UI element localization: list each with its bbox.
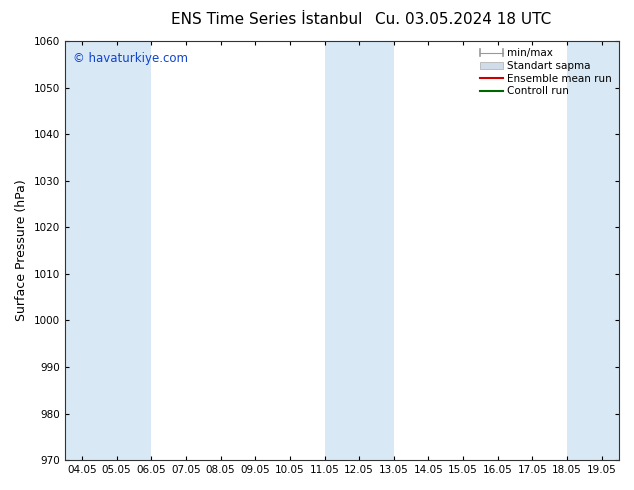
- Text: ENS Time Series İstanbul: ENS Time Series İstanbul: [171, 12, 362, 27]
- Bar: [325, 41, 394, 460]
- Text: © havaturkiye.com: © havaturkiye.com: [73, 51, 188, 65]
- Y-axis label: Surface Pressure (hPa): Surface Pressure (hPa): [15, 180, 28, 321]
- Text: Cu. 03.05.2024 18 UTC: Cu. 03.05.2024 18 UTC: [375, 12, 551, 27]
- Bar: [567, 41, 626, 460]
- Bar: [65, 41, 152, 460]
- Legend: min/max, Standart sapma, Ensemble mean run, Controll run: min/max, Standart sapma, Ensemble mean r…: [478, 46, 614, 98]
